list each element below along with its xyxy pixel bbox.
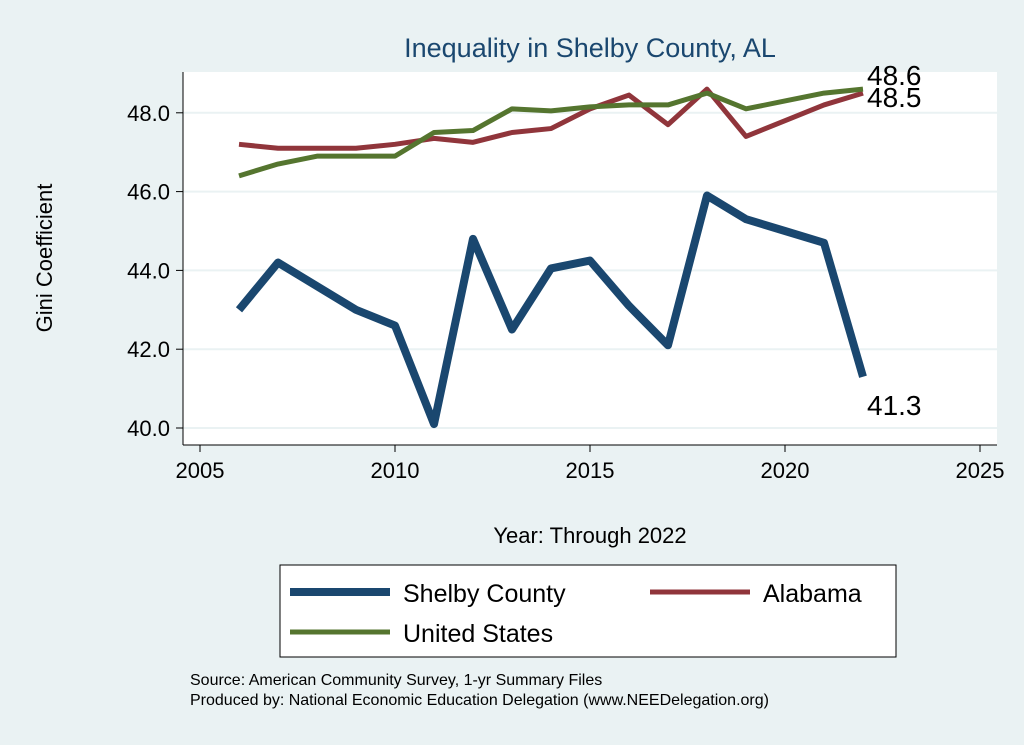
end-label: 48.6 (867, 60, 922, 91)
x-tick-label: 2010 (371, 458, 420, 483)
source-note: Source: American Community Survey, 1-yr … (190, 672, 603, 689)
series-line-shelby-county (235, 191, 867, 429)
x-tick-label: 2020 (761, 458, 810, 483)
legend-label: Shelby County (403, 580, 566, 608)
y-tick-label: 42.0 (127, 337, 170, 362)
y-tick-label: 44.0 (127, 258, 170, 283)
series-line-alabama (238, 86, 864, 151)
producer-note: Produced by: National Economic Education… (190, 692, 769, 709)
end-label: 48.5 (867, 82, 922, 113)
series-line-united-states (238, 86, 864, 179)
end-label: 41.3 (867, 390, 922, 421)
y-axis-label: Gini Coefficient (32, 184, 57, 333)
x-tick-label: 2005 (176, 458, 225, 483)
x-tick-label: 2015 (566, 458, 615, 483)
legend-label: Alabama (763, 580, 862, 608)
y-tick-label: 40.0 (127, 416, 170, 441)
x-axis-label: Year: Through 2022 (493, 523, 686, 548)
legend: Shelby County Alabama United States (279, 564, 897, 658)
chart-title: Inequality in Shelby County, AL (404, 33, 776, 63)
x-tick-label: 2025 (956, 458, 1005, 483)
legend-label: United States (403, 620, 553, 648)
y-tick-label: 48.0 (127, 101, 170, 126)
y-tick-label: 46.0 (127, 180, 170, 205)
